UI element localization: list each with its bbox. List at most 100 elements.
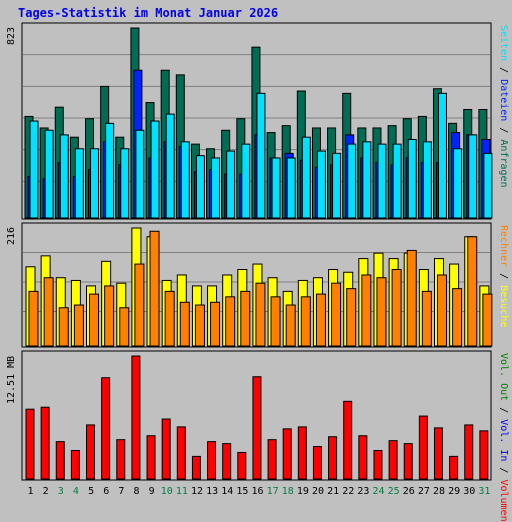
legend-item: Dateien (498, 79, 509, 122)
bar-seiten-20 (316, 150, 326, 219)
bar-rechner-4 (73, 304, 84, 347)
x-tick-label: 26 (403, 486, 415, 497)
bar-volumen-10 (161, 418, 171, 480)
x-tick-label: 2 (43, 486, 49, 497)
x-tick-label: 14 (221, 486, 233, 497)
bar-seiten-29 (453, 148, 463, 219)
bar-volumen-23 (358, 435, 368, 480)
x-tick-label: 21 (327, 486, 339, 497)
bar-volumen-3 (55, 441, 65, 480)
bar-seiten-14 (226, 150, 236, 219)
bar-volumen-5 (86, 424, 96, 480)
x-tick-label: 5 (88, 486, 94, 497)
bar-volumen-25 (388, 440, 398, 480)
bar-rechner-23 (361, 274, 372, 347)
x-tick-label: 19 (297, 486, 309, 497)
bar-rechner-21 (331, 282, 342, 347)
bar-volumen-17 (267, 439, 277, 480)
x-tick-label: 20 (312, 486, 324, 497)
x-tick-label: 28 (433, 486, 445, 497)
bar-volumen-27 (418, 415, 428, 480)
bar-rechner-17 (270, 296, 281, 347)
bar-rechner-5 (89, 293, 100, 347)
legend-item: Vol. Out (498, 353, 509, 402)
x-tick-label: 18 (282, 486, 294, 497)
bar-seiten-28 (437, 92, 447, 219)
bar-volumen-21 (328, 436, 338, 480)
legend-item: Vol. In (498, 419, 509, 462)
bar-rechner-2 (43, 277, 54, 347)
bar-seiten-15 (241, 143, 251, 219)
bar-seiten-31 (483, 152, 493, 219)
legend-item: Anfragen (498, 139, 509, 188)
bar-seiten-18 (286, 157, 296, 219)
bar-seiten-6 (105, 122, 115, 219)
bar-rechner-26 (406, 249, 417, 347)
bar-rechner-10 (164, 290, 175, 347)
x-tick-label: 24 (373, 486, 385, 497)
legend-item: Volumen (498, 479, 509, 522)
bar-rechner-3 (58, 307, 69, 347)
bar-volumen-18 (282, 428, 292, 480)
bar-rechner-31 (482, 293, 493, 347)
x-tick-label: 22 (342, 486, 354, 497)
bar-volumen-28 (433, 427, 443, 480)
plot-frame-visits (21, 222, 492, 348)
bar-seiten-8 (135, 129, 145, 219)
bar-volumen-15 (237, 451, 247, 480)
bar-seiten-17 (271, 157, 281, 219)
bar-rechner-1 (28, 290, 39, 347)
bar-seiten-13 (211, 157, 221, 219)
bar-seiten-16 (256, 92, 266, 219)
legend-visits: Rechner / Besuche (498, 225, 509, 327)
x-tick-label: 25 (388, 486, 400, 497)
bar-volumen-12 (191, 455, 201, 480)
legend-separator: / (498, 267, 509, 286)
bar-seiten-4 (74, 148, 84, 219)
daily-stats-chart: 1 2 3 4 5 6 7 8 9 10 11 12 13 14 15 16 17 18 19 20 21 22 23 24 2… (21, 22, 493, 497)
bar-rechner-29 (452, 288, 463, 347)
bar-seiten-19 (301, 136, 311, 219)
bar-volumen-22 (343, 400, 353, 480)
legend-requests: Seiten / Dateien / Anfragen (498, 25, 509, 188)
x-tick-label: 7 (118, 486, 124, 497)
bar-seiten-7 (120, 148, 130, 219)
x-tick-label: 3 (58, 486, 64, 497)
y-max-label-requests: 823 (6, 27, 17, 46)
bar-rechner-20 (315, 293, 326, 347)
bar-volumen-9 (146, 435, 156, 480)
bar-seiten-5 (90, 148, 100, 219)
bar-volumen-14 (222, 443, 232, 480)
bar-seiten-23 (362, 141, 372, 219)
legend-item: Seiten (498, 25, 509, 62)
x-tick-label: 27 (418, 486, 430, 497)
bar-seiten-24 (377, 143, 387, 219)
bar-rechner-8 (134, 263, 145, 347)
bar-rechner-25 (391, 269, 402, 347)
bar-rechner-19 (300, 296, 311, 347)
plot-frame-volume (21, 350, 492, 481)
bar-volumen-20 (312, 446, 322, 480)
bar-seiten-12 (195, 155, 205, 219)
bar-volumen-8 (131, 355, 141, 480)
bar-volumen-31 (479, 430, 489, 480)
bar-rechner-12 (194, 304, 205, 347)
bar-volumen-2 (40, 406, 50, 480)
bar-volumen-4 (70, 449, 80, 480)
bar-volumen-11 (176, 426, 186, 480)
bar-volumen-29 (449, 455, 459, 480)
bar-seiten-2 (44, 129, 54, 219)
legend-volume: Vol. Out / Vol. In / Volumen (498, 353, 509, 522)
bar-rechner-15 (240, 290, 251, 347)
y-max-label-volume: 12.51 MB (6, 355, 17, 404)
bar-rechner-24 (376, 277, 387, 347)
legend-separator: / (498, 401, 509, 420)
bar-rechner-22 (346, 288, 357, 347)
plot-frame-requests (21, 22, 492, 220)
bar-seiten-30 (468, 134, 478, 219)
bar-volumen-24 (373, 449, 383, 480)
x-tick-label: 9 (149, 486, 155, 497)
bar-rechner-30 (467, 236, 478, 347)
x-tick-label: 8 (133, 486, 139, 497)
bar-rechner-7 (119, 307, 130, 347)
